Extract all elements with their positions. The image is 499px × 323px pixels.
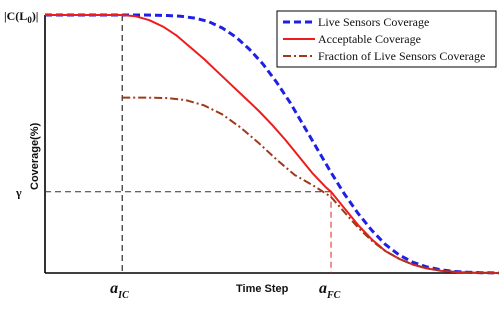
series-layer (45, 13, 499, 275)
guide-lines (45, 15, 332, 273)
series-fraction-live-sensors-coverage (122, 96, 499, 274)
legend: Live Sensors Coverage Acceptable Coverag… (276, 10, 497, 68)
legend-label-fraction: Fraction of Live Sensors Coverage (318, 49, 485, 63)
x-marker-aIC: aIC (110, 280, 129, 301)
y-tick-label-gamma: γ (15, 186, 22, 200)
x-axis-title: Time Step (236, 283, 289, 295)
y-tick-label-top: |C(L0)| (4, 9, 38, 25)
x-marker-aFC: aFC (319, 280, 341, 301)
legend-label-acceptable: Acceptable Coverage (318, 32, 421, 46)
legend-label-live-sensors: Live Sensors Coverage (318, 15, 429, 29)
series-acceptable-coverage (45, 14, 499, 274)
y-axis-title: Coverage(%) (29, 122, 41, 190)
series-live-sensors-coverage (45, 13, 499, 275)
